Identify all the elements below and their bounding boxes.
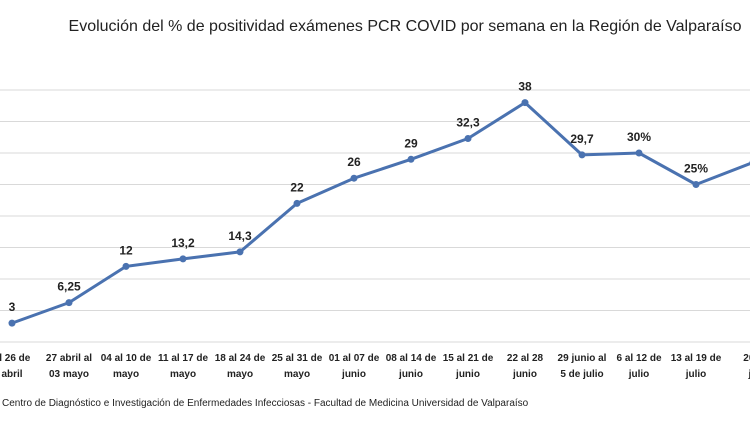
x-tick-label: 11 al 17 de bbox=[158, 353, 208, 364]
data-label: 25% bbox=[684, 162, 708, 176]
x-tick-label: 20 a bbox=[743, 353, 750, 364]
x-tick-label: 15 al 21 de bbox=[443, 353, 494, 364]
gridlines bbox=[0, 89, 750, 343]
chart-title: Evolución del % de positividad exámenes … bbox=[68, 18, 742, 35]
x-tick-label: junio bbox=[455, 369, 480, 380]
data-point bbox=[407, 155, 415, 163]
data-label: 13,2 bbox=[171, 236, 195, 250]
x-tick-label: 22 al 28 bbox=[507, 353, 544, 364]
data-label: 29 bbox=[404, 136, 418, 150]
data-labels: 3 6,25 12 13,2 14,3 22 26 29 32,3 38 29,7 30% 25% bbox=[9, 80, 709, 315]
x-tick-label: 04 al 10 de bbox=[101, 353, 152, 364]
x-tick-label: 13 al 19 de bbox=[671, 353, 722, 364]
data-label: 12 bbox=[119, 243, 133, 257]
data-point bbox=[65, 299, 73, 307]
x-tick-label: al 26 de bbox=[0, 353, 31, 364]
x-tick-label: junio bbox=[398, 369, 423, 380]
data-point bbox=[578, 151, 586, 159]
data-label: 22 bbox=[290, 180, 304, 194]
data-label: 38 bbox=[518, 80, 532, 94]
data-point bbox=[635, 149, 643, 157]
data-point bbox=[293, 199, 301, 207]
data-label: 3 bbox=[9, 300, 16, 314]
data-point bbox=[122, 262, 130, 270]
series-line bbox=[11, 101, 750, 325]
x-tick-label: mayo bbox=[227, 369, 253, 380]
x-tick-label: 29 junio al bbox=[558, 353, 607, 364]
x-tick-label: ju bbox=[748, 369, 750, 380]
x-tick-label: mayo bbox=[170, 369, 196, 380]
data-points bbox=[8, 99, 750, 327]
x-tick-label: junio bbox=[341, 369, 366, 380]
x-tick-label: 18 al 24 de bbox=[215, 353, 266, 364]
data-label: 32,3 bbox=[456, 116, 480, 130]
x-tick-label: 5 de julio bbox=[560, 369, 603, 380]
x-tick-label: mayo bbox=[284, 369, 310, 380]
data-label: 14,3 bbox=[228, 229, 252, 243]
x-tick-label: 25 al 31 de bbox=[272, 353, 323, 364]
data-label: 6,25 bbox=[57, 280, 81, 294]
x-tick-label: 03 mayo bbox=[49, 369, 89, 380]
x-axis-tick-labels: al 26 de abril 27 abril al 03 mayo 04 al 10 … bbox=[0, 353, 750, 380]
data-point bbox=[521, 99, 529, 107]
data-point bbox=[8, 319, 16, 327]
x-tick-label: julio bbox=[685, 369, 707, 380]
data-point bbox=[236, 248, 244, 256]
x-tick-label: junio bbox=[512, 369, 537, 380]
data-point bbox=[692, 181, 700, 188]
data-point bbox=[179, 255, 187, 263]
x-tick-label: 27 abril al bbox=[46, 353, 92, 364]
x-tick-label: julio bbox=[628, 369, 650, 380]
x-tick-label: mayo bbox=[113, 369, 139, 380]
x-tick-label: 08 al 14 de bbox=[386, 353, 437, 364]
data-label: 26 bbox=[347, 155, 361, 169]
data-label: 29,7 bbox=[570, 132, 594, 146]
data-label: 30% bbox=[627, 130, 651, 144]
x-tick-label: 01 al 07 de bbox=[329, 353, 380, 364]
data-point bbox=[464, 135, 472, 143]
x-tick-label: abril bbox=[1, 369, 22, 380]
x-tick-label: 6 al 12 de bbox=[616, 353, 661, 364]
source-note: Centro de Diagnóstico e Investigación de… bbox=[2, 398, 529, 409]
data-point bbox=[350, 174, 358, 182]
